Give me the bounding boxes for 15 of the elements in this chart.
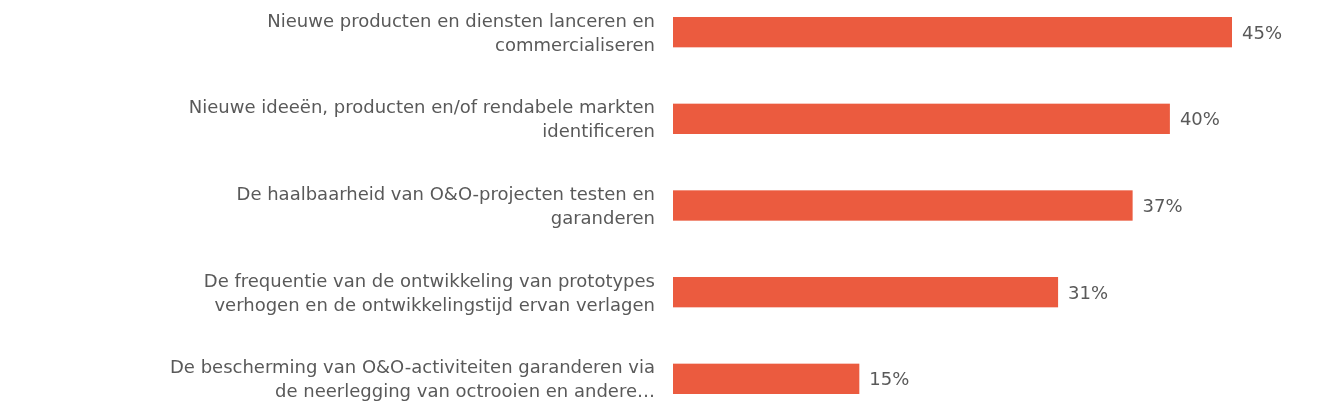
data-label: 45%: [1242, 21, 1283, 43]
bar: [673, 363, 860, 394]
data-label: 40%: [1179, 108, 1220, 130]
y-tick-label: De bescherming van O&O-activiteiten garanderen via de neerlegging van octrooien en andere…: [170, 356, 655, 402]
data-label: 31%: [1068, 281, 1109, 303]
bar: [673, 277, 1059, 308]
bar: [673, 103, 1170, 134]
y-tick-label: Nieuwe producten en diensten lanceren en commercialiseren: [267, 9, 655, 55]
data-label: 15%: [869, 368, 910, 390]
bar: [673, 190, 1133, 221]
y-tick-label: De frequentie van de ontwikkeling van prototypes verhogen en de ontwikkelingstijd ervan verlagen: [203, 269, 655, 315]
bar: [673, 17, 1232, 48]
y-tick-label: De haalbaarheid van O&O-projecten testen en garanderen: [236, 183, 655, 228]
data-label: 37%: [1142, 195, 1183, 216]
y-tick-label: Nieuwe ideeën, producten en/of rendabele markten identificeren: [188, 96, 655, 142]
